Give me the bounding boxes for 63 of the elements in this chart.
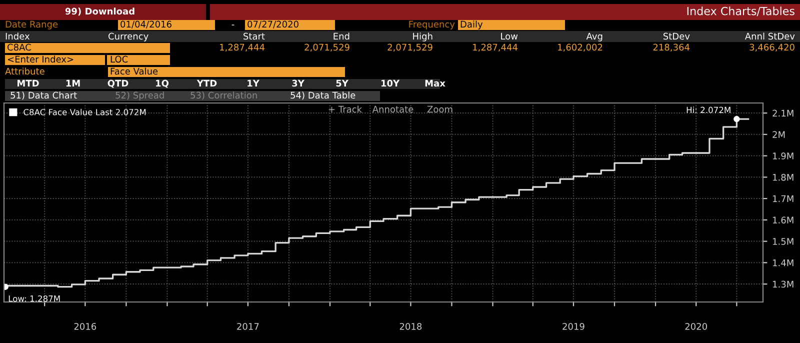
text: Annl StDev bbox=[744, 32, 795, 40]
text: 3,466,420 bbox=[750, 44, 794, 52]
text: - bbox=[232, 24, 234, 26]
x-tick-label: 2018 bbox=[400, 322, 422, 330]
text: High bbox=[413, 32, 432, 42]
text: 2,071,529 bbox=[304, 44, 350, 52]
text: 1,602,002 bbox=[558, 44, 602, 52]
text: 53) Correlation bbox=[190, 92, 257, 100]
text: LOC bbox=[110, 56, 128, 63]
text: QTD bbox=[108, 80, 128, 88]
y-tick-label: 1.6M bbox=[773, 216, 794, 224]
text: Index bbox=[6, 32, 30, 40]
annotation: + Track bbox=[328, 106, 362, 113]
text: 07/27/2020 bbox=[248, 20, 298, 28]
annotation: Low: 1.287M bbox=[8, 295, 60, 302]
text: MTD bbox=[18, 80, 39, 86]
y-tick-label: 1.8M bbox=[773, 174, 794, 181]
text: End bbox=[334, 32, 350, 40]
text: 218,364 bbox=[653, 44, 690, 52]
x-tick-label: 2019 bbox=[562, 322, 584, 330]
text: 2,071,529 bbox=[388, 44, 432, 52]
text: <Enter Index> bbox=[8, 56, 74, 63]
text: Date Range bbox=[6, 20, 58, 30]
text: Start bbox=[244, 32, 265, 40]
y-tick-label: 1.3M bbox=[773, 280, 794, 288]
text: 3Y bbox=[292, 80, 304, 87]
text: 5Y bbox=[336, 80, 348, 87]
y-tick-label: 1.9M bbox=[773, 152, 794, 160]
text: Face Value bbox=[110, 68, 158, 75]
text: 1,287,444 bbox=[220, 44, 264, 52]
y-tick-label: 2M bbox=[772, 131, 785, 138]
annotation: Zoom bbox=[427, 106, 452, 113]
text: 1Y bbox=[248, 80, 260, 86]
x-tick-label: 2017 bbox=[237, 322, 259, 330]
y-tick-label: 1.4M bbox=[773, 260, 794, 266]
y-tick-label: 1.5M bbox=[773, 238, 794, 245]
text: 54) Data Table bbox=[290, 92, 356, 100]
text: Low bbox=[501, 32, 518, 40]
annotation: Annotate bbox=[372, 106, 414, 113]
text: 1Q bbox=[156, 80, 169, 88]
text: 52) Spread bbox=[116, 92, 164, 100]
text: Attribute bbox=[5, 68, 44, 75]
x-tick-label: 2016 bbox=[74, 322, 96, 330]
text: Currency bbox=[108, 32, 148, 42]
text: 01/04/2016 bbox=[120, 20, 172, 28]
x-tick-label: 2020 bbox=[685, 322, 707, 330]
chart-title: Index Charts/Tables bbox=[687, 6, 794, 16]
text: StDev bbox=[663, 32, 690, 40]
text: Max bbox=[425, 80, 446, 87]
y-tick-label: 2.1M bbox=[772, 110, 794, 116]
annotation: Hi: 2.072M bbox=[686, 106, 730, 114]
text: 1M bbox=[66, 80, 80, 86]
text: 99) Download bbox=[65, 8, 134, 16]
legend-label: C8AC Face Value Last 2.072M bbox=[24, 108, 146, 116]
text: Frequency bbox=[409, 20, 455, 30]
text: Avg bbox=[586, 32, 602, 42]
text: Daily bbox=[460, 20, 483, 30]
text: 1,287,444 bbox=[473, 44, 518, 52]
y-tick-label: 1.7M bbox=[773, 195, 794, 202]
text: C8AC bbox=[8, 44, 31, 51]
text: 51) Data Chart bbox=[10, 92, 77, 100]
text: YTD bbox=[196, 80, 217, 86]
text: 10Y bbox=[381, 80, 400, 87]
